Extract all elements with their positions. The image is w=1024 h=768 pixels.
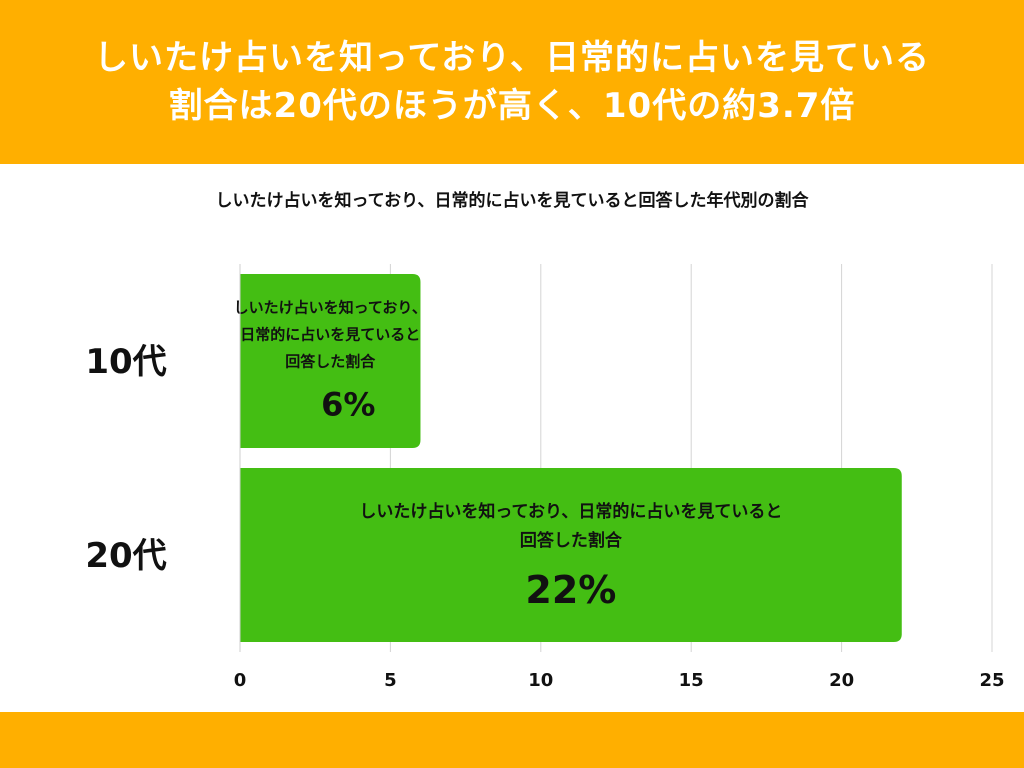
chart-title: しいたけ占いを知っており、日常的に占いを見ていると回答した年代別の割合 (215, 191, 809, 211)
bar-caption-line: 回答した割合 (285, 353, 376, 371)
x-tick-label: 25 (979, 670, 1004, 691)
x-tick-label: 10 (528, 670, 553, 691)
x-tick-label: 15 (679, 670, 704, 691)
headline-line-1: しいたけ占いを知っており、日常的に占いを見ている (94, 38, 930, 78)
headline-band: しいたけ占いを知っており、日常的に占いを見ている 割合は20代のほうが高く、10… (0, 0, 1024, 164)
x-tick-label: 0 (234, 670, 247, 691)
y-category-label: 10代 (85, 342, 166, 382)
footer-band (0, 712, 1024, 768)
bar (240, 274, 421, 448)
bar-caption-line: しいたけ占いを知っており、 (234, 299, 427, 317)
bar (240, 468, 902, 642)
bar-caption-line: しいたけ占いを知っており、日常的に占いを見ていると (359, 501, 782, 522)
bar-caption-line: 回答した割合 (520, 530, 623, 551)
y-category-label: 20代 (85, 536, 166, 576)
x-tick-label: 5 (384, 670, 397, 691)
headline-line-2: 割合は20代のほうが高く、10代の約3.7倍 (168, 86, 856, 126)
x-tick-label: 20 (829, 670, 854, 691)
data-label: 6% (321, 386, 375, 424)
bar-caption-line: 日常的に占いを見ていると (240, 326, 420, 344)
data-label: 22% (525, 568, 616, 612)
